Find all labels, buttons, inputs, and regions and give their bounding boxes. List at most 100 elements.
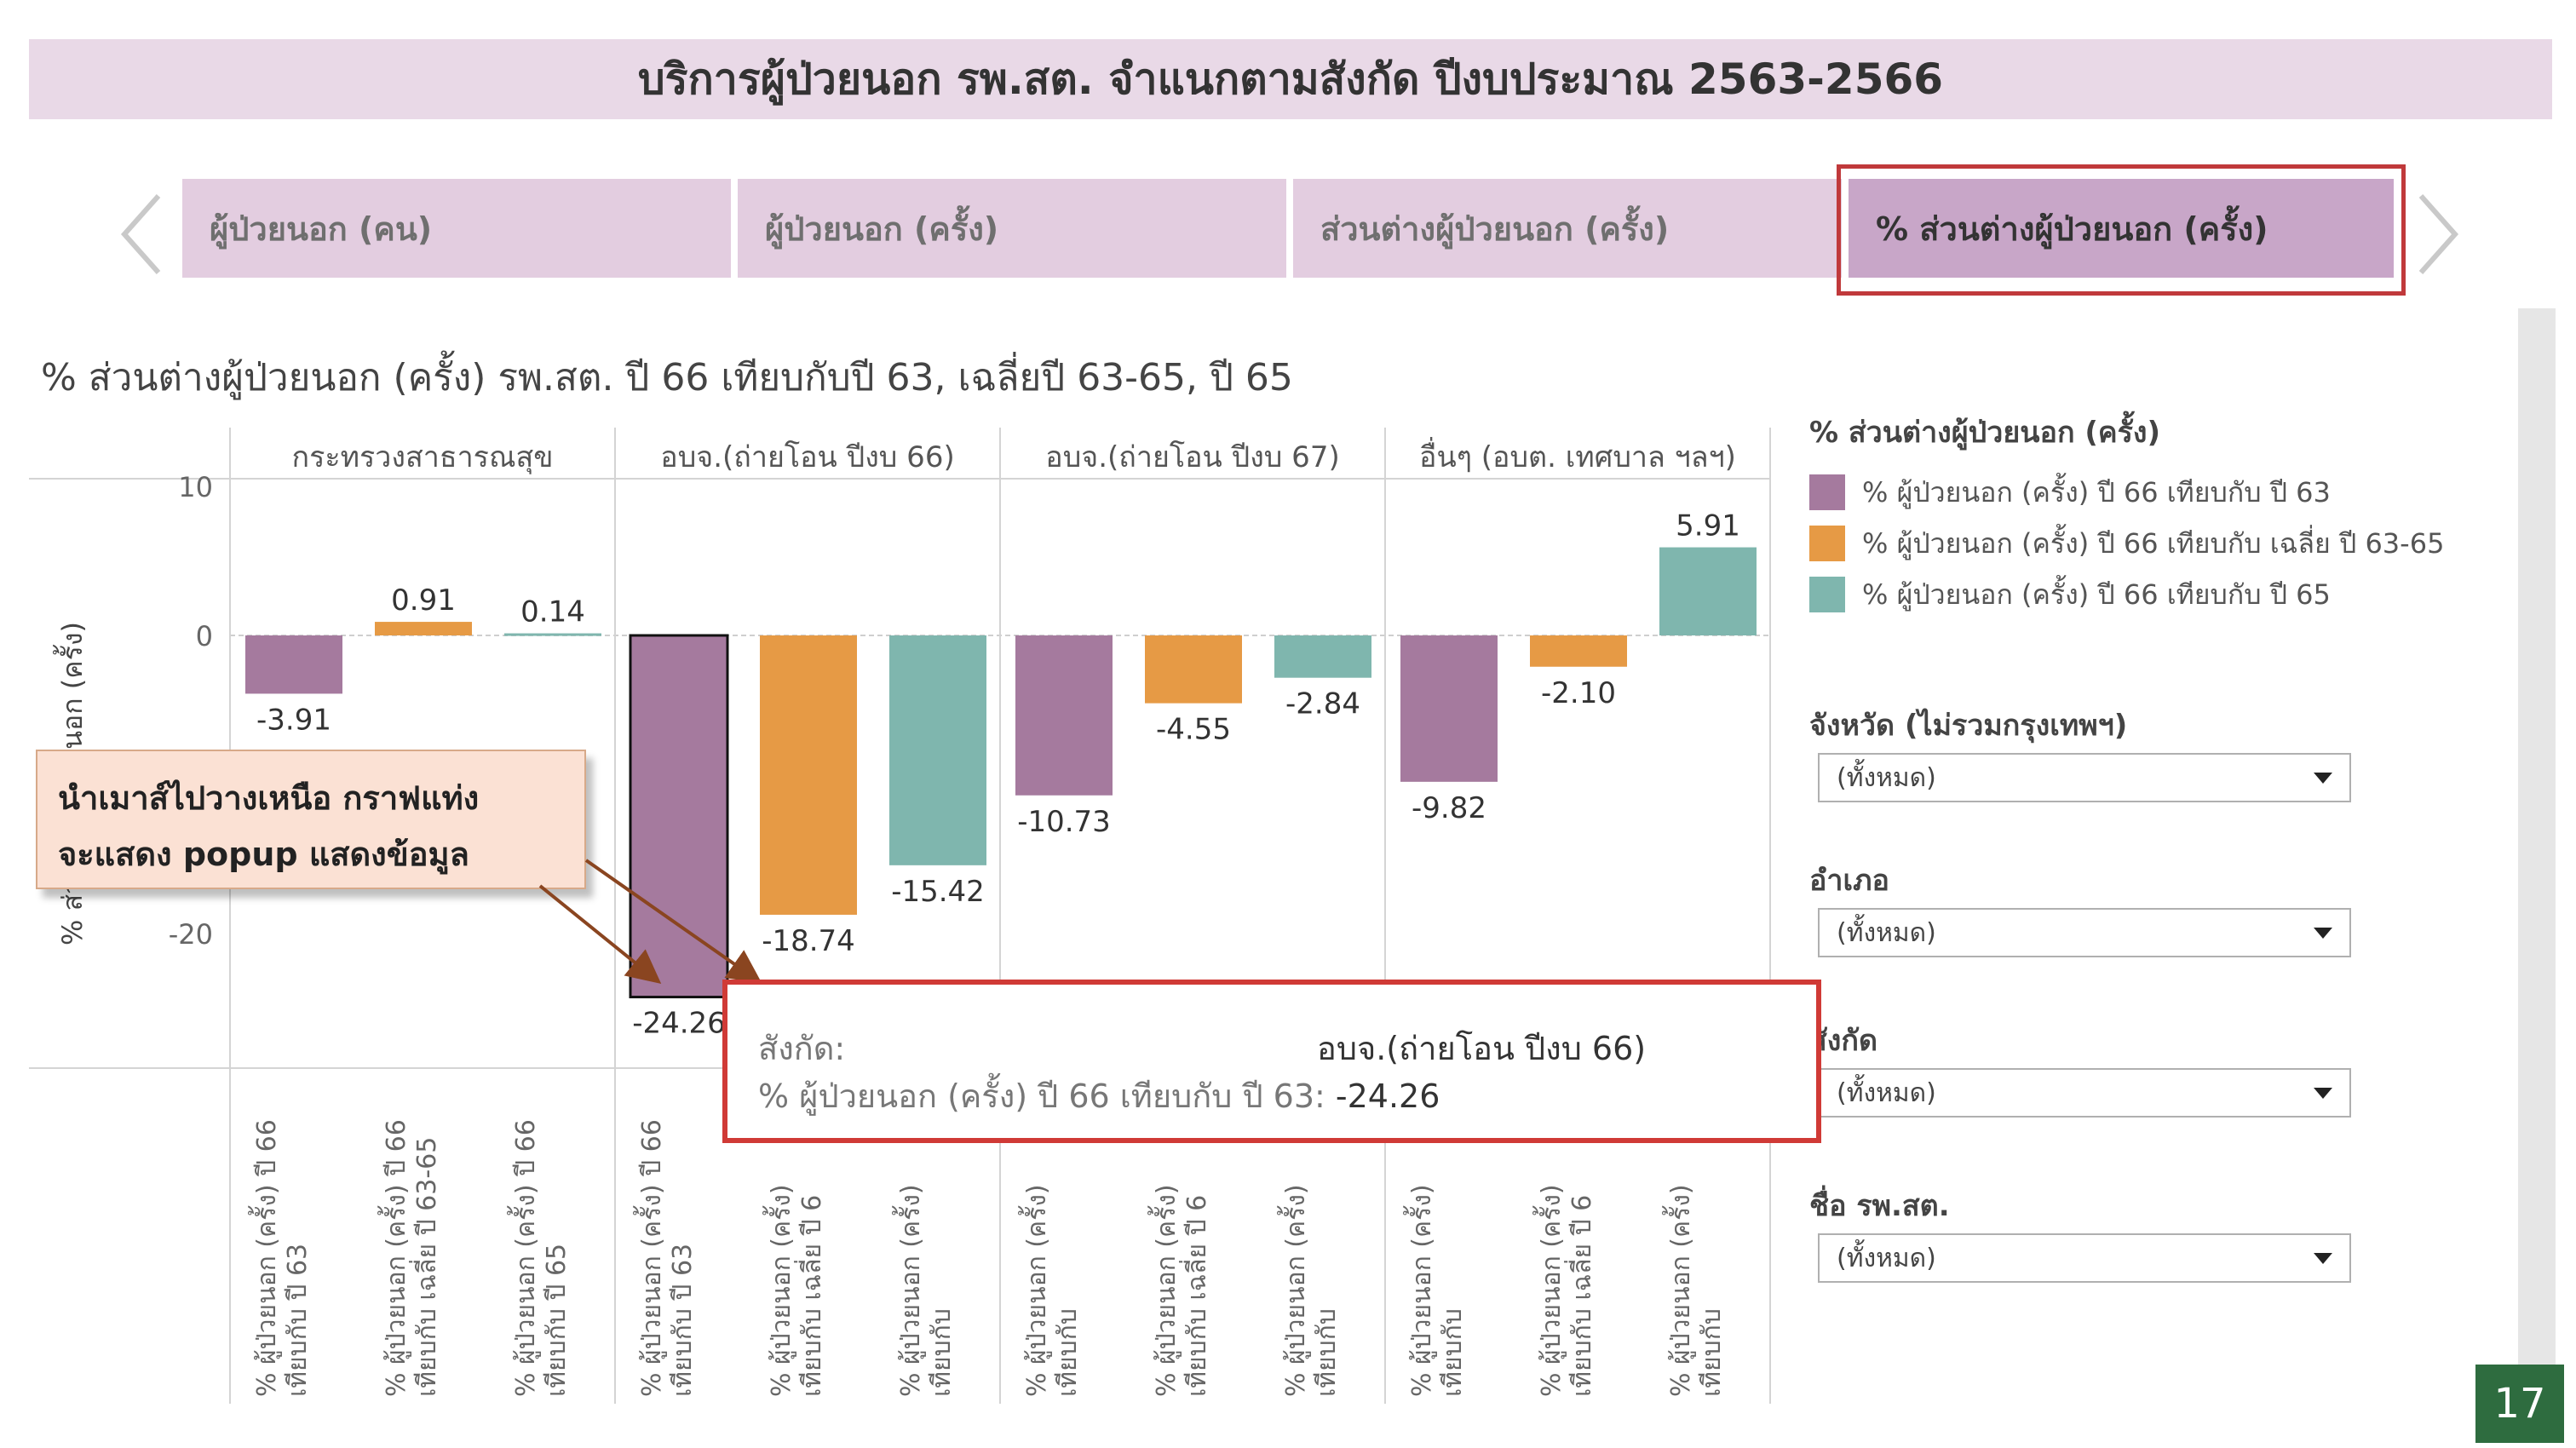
filter-district-select[interactable]: (ทั้งหมด) [1818,908,2351,957]
bar [629,634,729,999]
legend-item[interactable]: % ผู้ป่วยนอก (ครั้ง) ปี 66 เทียบกับ ปี 6… [1809,569,2508,620]
tooltip-label: % ผู้ป่วยนอก (ครั้ง) ปี 66 เทียบกับ ปี 6… [758,1077,1325,1115]
filter-facility-label: ชื่อ รพ.สต. [1809,1189,1950,1223]
tooltip-value: อบจ.(ถ่ายโอน ปีงบ 66) [1317,1030,1647,1067]
filter-affiliation-select[interactable]: (ทั้งหมด) [1818,1068,2351,1118]
filter-value: (ทั้งหมด) [1837,917,1936,948]
x-tick-label: เทียบกับ ปี 63 [668,1244,698,1397]
x-tick-label: เทียบกับ [1697,1308,1727,1397]
legend-label: % ผู้ป่วยนอก (ครั้ง) ปี 66 เทียบกับ ปี 6… [1862,577,2331,611]
data-label: -15.42 [891,875,985,909]
data-label: -24.26 [632,1007,726,1041]
x-tick-label: เทียบกับ เฉลี่ย ปี 63-65 [409,1137,442,1397]
caret-down-icon [2314,927,2332,939]
data-label: -2.84 [1285,687,1360,721]
x-tick-label: % ผู้ป่วยนอก (ครั้ง) [762,1184,796,1397]
x-tick-label: % ผู้ป่วยนอก (ครั้ง) [1018,1184,1052,1397]
chevron-left-icon[interactable] [116,187,167,281]
x-tick-label: เทียบกับ [1438,1308,1468,1397]
chevron-right-icon[interactable] [2412,187,2464,281]
bar [1015,635,1113,796]
bar-tooltip: สังกัด: อบจ.(ถ่ายโอน ปีงบ 66) % ผู้ป่วยน… [722,980,1821,1143]
caret-down-icon [2314,1252,2332,1264]
x-tick-label: เทียบกับ [927,1308,957,1397]
panel-header: อบจ.(ถ่ายโอน ปีงบ 67) [1045,440,1339,474]
chart-subtitle: % ส่วนต่างผู้ป่วยนอก (ครั้ง) รพ.สต. ปี 6… [41,356,1293,399]
bar [1659,547,1757,635]
data-label: -2.10 [1541,676,1616,710]
x-tick-label: % ผู้ป่วยนอก (ครั้ง) ปี 66 [633,1119,667,1397]
legend-item[interactable]: % ผู้ป่วยนอก (ครั้ง) ปี 66 เทียบกับ ปี 6… [1809,467,2508,518]
legend-swatch [1809,577,1845,612]
caret-down-icon [2314,1087,2332,1099]
bar [375,622,472,635]
tooltip-row: สังกัด: อบจ.(ถ่ายโอน ปีงบ 66) [758,1022,1816,1070]
x-tick-label: % ผู้ป่วยนอก (ครั้ง) [892,1184,926,1397]
legend-swatch [1809,474,1845,510]
tooltip-label: สังกัด: [758,1030,846,1067]
legend-item[interactable]: % ผู้ป่วยนอก (ครั้ง) ปี 66 เทียบกับ เฉลี… [1809,518,2508,569]
tab-outpatient-diff[interactable]: ส่วนต่างผู้ป่วยนอก (ครั้ง) [1293,179,1842,278]
tab-outpatient-diff-percent[interactable]: % ส่วนต่างผู้ป่วยนอก (ครั้ง) [1849,179,2394,278]
bar [1274,635,1371,678]
panel-header: กระทรวงสาธารณสุข [292,440,554,474]
dashboard-banner: บริการผู้ป่วยนอก รพ.สต. จำแนกตามสังกัด ป… [29,39,2552,119]
x-tick-label: เทียบกับ เฉลี่ย ปี 6 [1179,1195,1212,1397]
data-label: 0.91 [391,583,456,618]
x-tick-label: เทียบกับ ปี 65 [542,1244,572,1397]
legend-swatch [1809,526,1845,561]
x-tick-label: % ผู้ป่วยนอก (ครั้ง) ปี 66 [507,1119,541,1397]
caret-down-icon [2314,772,2332,784]
x-tick-label: เทียบกับ ปี 63 [283,1244,313,1397]
x-tick-label: % ผู้ป่วยนอก (ครั้ง) [1277,1184,1311,1397]
x-tick-label: เทียบกับ [1312,1308,1342,1397]
y-tick-label: 0 [196,620,213,652]
bar [889,635,986,865]
legend-label: % ผู้ป่วยนอก (ครั้ง) ปี 66 เทียบกับ เฉลี… [1862,526,2445,560]
bar-chart: กระทรวงสาธารณสุข อบจ.(ถ่ายโอน ปีงบ 66) อบจ… [29,428,1771,1404]
filter-value: (ทั้งหมด) [1837,1077,1936,1108]
data-label: -4.55 [1156,713,1231,747]
filter-value: (ทั้งหมด) [1837,762,1936,793]
tab-outpatient-persons[interactable]: ผู้ป่วยนอก (คน) [182,179,731,278]
filter-facility-select[interactable]: (ทั้งหมด) [1818,1233,2351,1283]
tab-label: ส่วนต่างผู้ป่วยนอก (ครั้ง) [1320,210,1670,248]
callout-line: นำเมาส์ไปวางเหนือ กราฟแท่ง [58,779,480,817]
x-tick-label: เทียบกับ เฉลี่ย ปี 6 [794,1195,827,1397]
x-tick-label: % ผู้ป่วยนอก (ครั้ง) ปี 66 [248,1119,282,1397]
panel-header: อบจ.(ถ่ายโอน ปีงบ 66) [660,440,954,474]
panel-header: อื่นๆ (อบต. เทศบาล ฯลฯ) [1419,437,1736,474]
x-tick-label: % ผู้ป่วยนอก (ครั้ง) [1403,1184,1437,1397]
filter-value: (ทั้งหมด) [1837,1243,1936,1273]
filter-province-select[interactable]: (ทั้งหมด) [1818,753,2351,802]
data-label: -10.73 [1017,805,1111,839]
legend: % ส่วนต่างผู้ป่วยนอก (ครั้ง) % ผู้ป่วยนอ… [1809,409,2508,620]
data-label: 0.14 [520,595,585,629]
filter-district-label: อำเภอ [1809,864,1889,898]
x-tick-label: เทียบกับ เฉลี่ย ปี 6 [1564,1195,1597,1397]
tooltip-value: -24.26 [1335,1077,1440,1115]
legend-title: % ส่วนต่างผู้ป่วยนอก (ครั้ง) [1809,416,2161,450]
callout-line: จะแสดง popup แสดงข้อมูล [58,836,469,873]
bar [504,633,601,636]
active-tab-highlight [1837,164,2406,296]
scrollbar[interactable] [2518,308,2556,1390]
legend-label: % ผู้ป่วยนอก (ครั้ง) ปี 66 เทียบกับ ปี 6… [1862,475,2331,509]
tab-label: % ส่วนต่างผู้ป่วยนอก (ครั้ง) [1876,210,2268,248]
x-tick-label: % ผู้ป่วยนอก (ครั้ง) [1662,1184,1696,1397]
tab-label: ผู้ป่วยนอก (ครั้ง) [765,210,999,248]
data-label: -18.74 [762,924,855,958]
y-tick-label: 10 [178,471,213,503]
page-number: 17 [2475,1365,2564,1443]
data-label: -9.82 [1412,791,1486,825]
x-tick-label: เทียบกับ [1053,1308,1083,1397]
filter-province-label: จังหวัด (ไม่รวมกรุงเทพฯ) [1809,709,2128,743]
data-label: -3.91 [256,703,331,737]
x-tick-label: % ผู้ป่วยนอก (ครั้ง) ปี 66 [377,1119,411,1397]
hover-hint-callout: นำเมาส์ไปวางเหนือ กราฟแท่ง จะแสดง popup … [36,750,586,889]
tab-outpatient-visits[interactable]: ผู้ป่วยนอก (ครั้ง) [738,179,1286,278]
bar [1530,635,1627,667]
x-tick-label: % ผู้ป่วยนอก (ครั้ง) [1147,1184,1182,1397]
x-tick-label: % ผู้ป่วยนอก (ครั้ง) [1532,1184,1567,1397]
tab-label: ผู้ป่วยนอก (คน) [210,210,433,248]
